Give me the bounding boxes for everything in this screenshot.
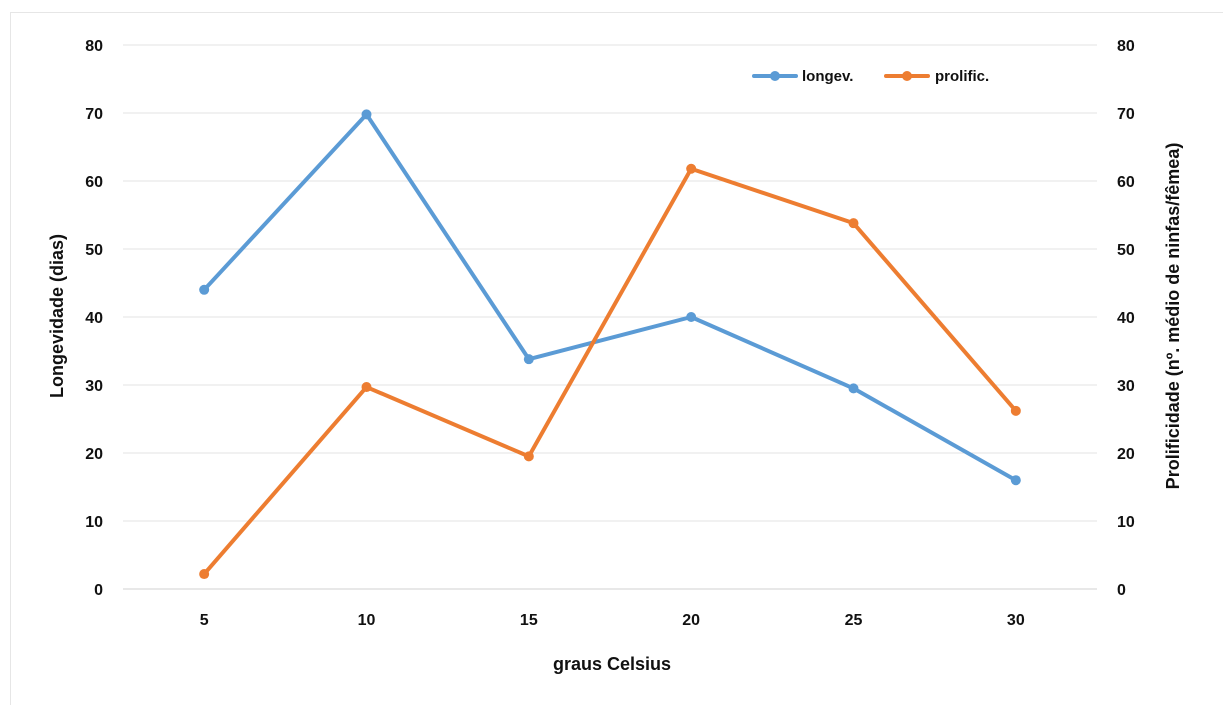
data-point-longev xyxy=(199,284,210,295)
legend-marker-prolific xyxy=(902,71,912,81)
right-tick-label: 0 xyxy=(1117,582,1126,599)
data-point-prolific xyxy=(848,218,859,229)
legend: longev. prolific. xyxy=(752,68,989,85)
left-tick-label: 10 xyxy=(85,514,103,531)
chart-frame xyxy=(10,12,1223,705)
gridlines xyxy=(123,44,1097,590)
data-point-prolific xyxy=(1010,405,1021,416)
left-tick-label: 60 xyxy=(85,174,103,191)
right-tick-label: 20 xyxy=(1117,446,1135,463)
right-tick-label: 30 xyxy=(1117,378,1135,395)
data-point-longev xyxy=(1010,475,1021,486)
series-line-longev xyxy=(202,112,1018,483)
left-axis-title: Longevidade (dias) xyxy=(47,234,67,398)
x-tick-label: 20 xyxy=(682,612,700,629)
right-tick-label: 70 xyxy=(1117,106,1135,123)
data-point-prolific xyxy=(523,451,534,462)
x-tick-label: 15 xyxy=(520,612,538,629)
x-tick-label: 30 xyxy=(1007,612,1025,629)
left-tick-label: 0 xyxy=(94,582,103,599)
x-axis-ticks: 5 10 15 20 25 30 xyxy=(200,612,1025,629)
left-tick-label: 70 xyxy=(85,106,103,123)
x-tick-label: 10 xyxy=(358,612,376,629)
data-point-prolific xyxy=(361,382,372,393)
x-tick-label: 25 xyxy=(845,612,863,629)
data-point-prolific xyxy=(686,163,697,174)
left-tick-label: 30 xyxy=(85,378,103,395)
right-axis-title: Prolificidade (nº. médio de ninfas/fêmea… xyxy=(1163,143,1183,490)
left-tick-label: 20 xyxy=(85,446,103,463)
data-point-longev xyxy=(361,109,372,120)
right-tick-label: 80 xyxy=(1117,38,1135,55)
right-tick-label: 50 xyxy=(1117,242,1135,259)
series-line-prolific xyxy=(202,166,1018,577)
left-tick-label: 40 xyxy=(85,310,103,327)
left-axis-ticks: 0 10 20 30 40 50 60 70 80 xyxy=(85,38,103,599)
x-tick-label: 5 xyxy=(200,612,209,629)
left-tick-label: 80 xyxy=(85,38,103,55)
series-lines xyxy=(199,109,1021,580)
legend-label-longev: longev. xyxy=(802,68,853,85)
data-point-longev xyxy=(686,312,697,322)
data-point-prolific xyxy=(199,569,210,580)
right-tick-label: 60 xyxy=(1117,174,1135,191)
legend-marker-longev xyxy=(770,71,780,81)
legend-label-prolific: prolific. xyxy=(935,68,989,85)
right-tick-label: 10 xyxy=(1117,514,1135,531)
data-point-longev xyxy=(848,383,859,394)
data-point-longev xyxy=(523,354,534,365)
left-tick-label: 50 xyxy=(85,242,103,259)
right-axis-ticks: 0 10 20 30 40 50 60 70 80 xyxy=(1117,38,1135,599)
x-axis-title: graus Celsius xyxy=(553,654,671,674)
right-tick-label: 40 xyxy=(1117,310,1135,327)
